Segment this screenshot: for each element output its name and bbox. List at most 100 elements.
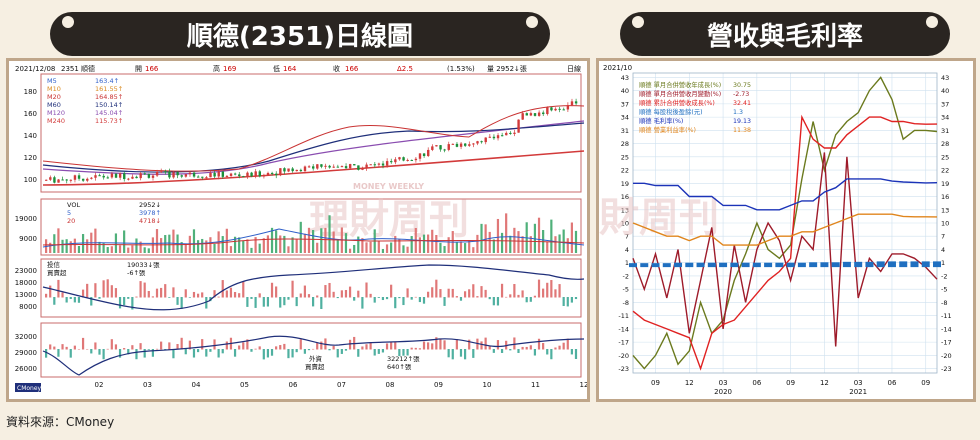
trust-bar [431,287,434,298]
eps-bar [730,262,739,268]
left-x-tick: 04 [192,381,201,389]
foreign-bar [546,349,549,355]
trust-bar [73,297,76,303]
candle-body [427,149,430,157]
left-x-tick: 07 [337,381,346,389]
candle-body [443,149,446,151]
eps-bar [933,261,941,268]
candle-body [90,177,93,179]
trust-bar [480,286,483,298]
foreign-label-2: 買賣超 [305,362,325,371]
ma-legend-m10-value: 161.55↑ [95,85,123,93]
foreign-bar [336,349,339,358]
candle-body [574,101,578,104]
candle-body [385,161,389,166]
y-tick-right: -11 [941,312,952,320]
ma-legend-m240-label: M240 [47,117,65,125]
foreign-bar [488,346,491,350]
foreign-bar [476,338,479,350]
y-tick-right: 22 [941,167,949,175]
volume-bar [258,243,261,253]
candle-body [439,145,442,150]
y-tick-right: 10 [941,220,949,228]
volume-bar [147,248,150,253]
volume-bar [61,239,64,253]
eps-bar [764,262,773,268]
trust-bar [525,297,528,303]
ma-legend-m120-value: 145.04↑ [95,109,123,117]
foreign-tick-29000: 29000 [15,349,37,357]
foreign-bar [390,342,393,350]
candle-body [57,179,60,183]
left-title: 順德(2351)日線圖 [186,21,414,52]
volume-bar [394,235,397,253]
volume-bar [94,228,97,253]
volume-bar [361,238,364,253]
volume-bar [131,245,134,253]
candle-body [451,143,455,145]
y-tick-right: 34 [941,114,949,122]
volume-bar [410,236,413,253]
trust-bar [98,297,101,299]
y-tick-left: 10 [621,220,629,228]
ma-legend-m10-label: M10 [47,85,61,93]
candle-body [398,157,401,160]
candle-body [340,166,344,168]
foreign-bar [53,346,56,350]
volume-bar [574,230,578,253]
candle-body [303,166,307,172]
y-tick-right: 4 [941,246,945,254]
foreign-bar [86,348,89,350]
candle-body [86,178,89,181]
candle-body [225,175,229,177]
trust-panel [40,258,582,318]
candle-body [102,175,105,178]
trust-label-2: 買賣超 [47,268,67,277]
volume-bar [303,233,306,253]
y-tick-left: 40 [621,87,629,95]
trust-bar [57,279,60,298]
foreign-bar [344,349,348,351]
candle-body [554,108,557,111]
trust-bar [332,291,335,298]
foreign-bar [176,344,179,350]
volume-bar [242,240,245,253]
legend-series-value: 19.13 [733,118,751,125]
trust-bar [476,296,479,298]
candle-body [184,174,188,177]
trust-bar [65,297,68,303]
candle-body [513,132,516,134]
candle-body [336,166,340,168]
candle-body [176,172,179,176]
foreign-bar [106,348,109,350]
legend-series-value: 30.75 [733,82,751,89]
ma-legend: M5 163.4↑ M10 161.55↑ M20 164.85↑ M60 15… [47,77,123,125]
candle-body [213,172,216,177]
trust-bar [168,297,171,298]
legend-series-name: 順德 單月合併營收年成長(%) [639,80,721,89]
foreign-bar [69,349,72,358]
trust-bar [287,297,290,300]
foreign-bar [279,345,282,350]
right-title: 營收與毛利率 [706,21,863,52]
vol-legend-5-value: 3978↑ [139,209,161,217]
candle-body [459,143,463,147]
x-tick: 09 [651,379,660,387]
trust-bar [147,290,150,298]
header-volume: 量 2952↓張 [487,65,527,73]
trust-bar [381,297,385,301]
foreign-bar [348,339,352,350]
y-tick-right: -5 [941,286,947,294]
foreign-bar [365,344,368,350]
foreign-bar [275,346,278,350]
foreign-bar [422,341,426,350]
price-tick-160: 160 [24,110,37,118]
volume-bar [213,243,216,253]
trust-bar [451,288,454,298]
trust-bar [566,297,569,307]
candle-body [307,166,311,168]
foreign-bar [525,346,528,350]
volume-bar [164,235,167,253]
trust-bar [509,294,512,298]
foreign-bar [49,344,52,350]
